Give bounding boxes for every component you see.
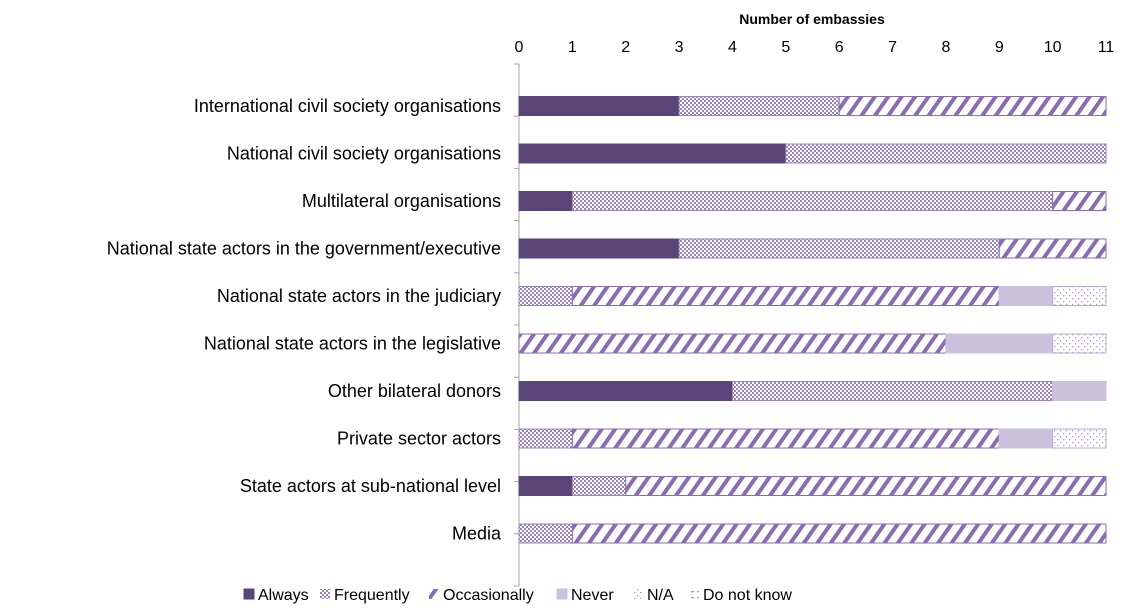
category-label: National state actors in the legislative — [204, 334, 501, 354]
legend-swatch-do-not-know — [689, 589, 699, 599]
bar-segment-always — [518, 476, 573, 496]
bar-segment-never — [998, 286, 1054, 306]
legend-label-do-not-know: Do not know — [703, 587, 792, 604]
legend-swatch-n-a — [633, 589, 643, 599]
legend-label-n-a: N/A — [647, 587, 674, 604]
category-label: National state actors in the judiciary — [217, 286, 501, 306]
bar-segment-never — [1052, 381, 1107, 401]
legend-swatch-never — [556, 588, 568, 600]
bar-segment-frequently — [731, 381, 1054, 401]
x-tick-label: 5 — [781, 39, 790, 56]
bar-segment-frequently — [518, 523, 573, 544]
bar-segment-frequently — [571, 191, 1054, 211]
x-tick-label: 3 — [675, 39, 684, 56]
bar-segment-always — [518, 381, 733, 401]
legend: Always Frequently Occasionally Never N/A Do n… — [243, 587, 792, 604]
legend-swatch-frequently — [320, 589, 330, 599]
category-label: International civil society organisation… — [194, 96, 501, 116]
category-label: National state actors in the government/… — [107, 239, 501, 259]
bar-segment-frequently — [678, 96, 840, 116]
bar-segment-always — [518, 96, 680, 116]
bar-segment-always — [518, 238, 680, 259]
x-axis-title: Number of embassies — [739, 11, 885, 27]
x-tick-label: 1 — [568, 39, 577, 56]
bar-segment-occasionally — [1052, 191, 1107, 211]
bar-segment-occasionally — [625, 476, 1107, 496]
bar-segment-frequently — [678, 238, 1000, 259]
bar-segment-never — [945, 333, 1054, 354]
x-tick-label: 7 — [888, 39, 897, 56]
category-labels: International civil society organisation… — [107, 96, 502, 544]
category-label: Media — [452, 524, 502, 544]
bar-segment-n-a — [1052, 333, 1107, 354]
category-label: National civil society organisations — [227, 144, 501, 164]
bar-segment-never — [998, 428, 1054, 449]
bar-segment-frequently — [571, 476, 627, 496]
bar-segment-occasionally — [998, 238, 1107, 259]
bar-segment-always — [518, 191, 573, 211]
x-tick-label: 8 — [941, 39, 950, 56]
legend-label-never: Never — [571, 587, 614, 604]
bar-segment-n-a — [1052, 428, 1107, 449]
bar-segment-always — [518, 143, 787, 164]
x-tick-label: 0 — [515, 39, 524, 56]
x-tick-label: 2 — [621, 39, 630, 56]
x-axis-ticks: 0 1 2 3 4 5 6 7 8 9 10 11 — [515, 39, 1115, 56]
bar-segment-n-a — [1052, 286, 1107, 306]
bar-segment-frequently — [785, 143, 1107, 164]
category-label: State actors at sub-national level — [240, 476, 501, 496]
x-tick-label: 11 — [1098, 39, 1115, 56]
bar-segment-frequently — [518, 286, 573, 306]
legend-label-frequently: Frequently — [334, 587, 410, 604]
bar-segment-occasionally — [571, 428, 1000, 449]
bar-segment-occasionally — [838, 96, 1107, 116]
legend-label-occasionally: Occasionally — [443, 587, 534, 604]
x-tick-label: 6 — [835, 39, 844, 56]
legend-swatch-occasionally — [429, 589, 439, 599]
bar-segment-occasionally — [571, 286, 1000, 306]
x-tick-label: 10 — [1044, 39, 1062, 56]
x-tick-label: 9 — [995, 39, 1004, 56]
bar-segment-occasionally — [518, 333, 947, 354]
category-label: Other bilateral donors — [328, 381, 501, 401]
legend-label-always: Always — [258, 587, 309, 604]
category-label: Private sector actors — [337, 429, 501, 449]
legend-swatch-always — [243, 588, 255, 600]
bar-segment-occasionally — [571, 523, 1107, 544]
bar-segment-frequently — [518, 428, 573, 449]
x-tick-label: 4 — [728, 39, 737, 56]
bars — [518, 96, 1107, 544]
category-label: Multilateral organisations — [302, 191, 501, 211]
y-axis — [514, 63, 520, 587]
